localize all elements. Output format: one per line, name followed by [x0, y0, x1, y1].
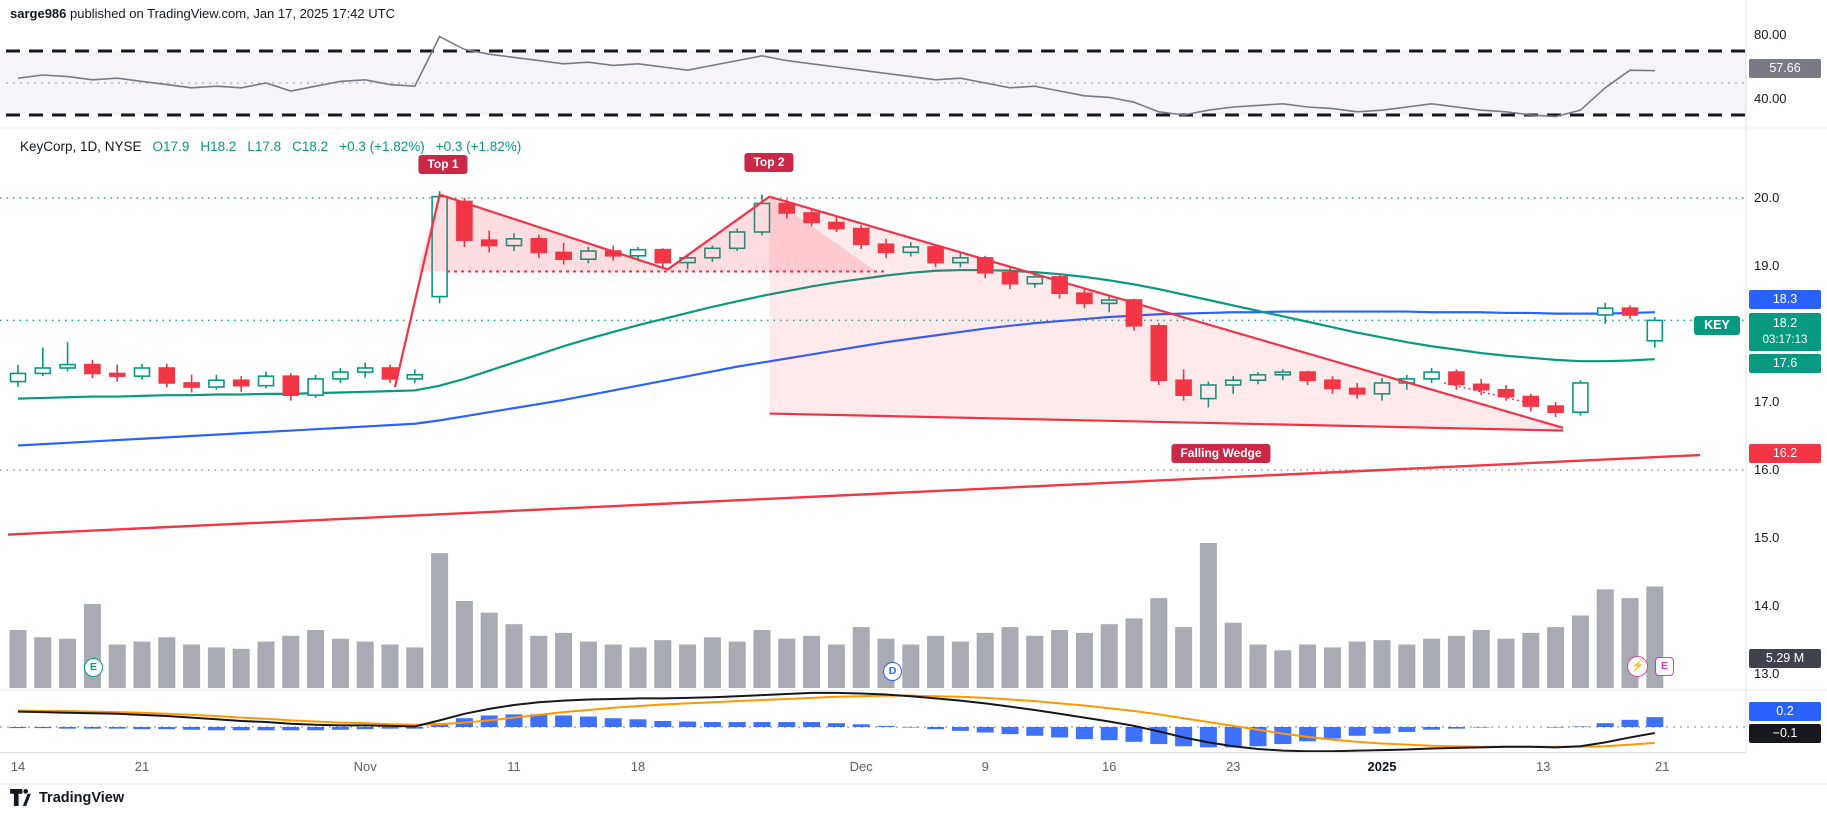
red-ma-value-badge: 16.2	[1749, 444, 1821, 463]
legend-change-extended: +0.3 (+1.82%)	[435, 139, 522, 154]
time-axis-label: 21	[1655, 759, 1670, 774]
top2-drawing-label[interactable]: Top 2	[744, 153, 794, 172]
rsi-value-badge: 57.66	[1749, 59, 1821, 78]
price-label-19: 19.0	[1754, 258, 1780, 273]
time-axis-label: 9	[981, 759, 989, 774]
symbol-price-tag: KEY	[1694, 316, 1740, 335]
price-label-20: 20.0	[1754, 190, 1780, 205]
symbol-legend: KeyCorp, 1D, NYSE O17.9 H18.2 L17.8 C18.…	[20, 139, 521, 154]
time-axis-label: Nov	[353, 759, 377, 774]
legend-low: L17.8	[247, 139, 282, 154]
time-axis-label: 14	[10, 759, 26, 774]
time-axis-label: 21	[134, 759, 150, 774]
green-ma-value-badge: 17.6	[1749, 354, 1821, 373]
price-label-13: 13.0	[1754, 666, 1780, 681]
author-username: sarge986	[10, 6, 67, 21]
dividend-marker-icon[interactable]: D	[883, 662, 902, 681]
legend-change: +0.3 (+1.82%)	[339, 139, 425, 154]
macd-line-badge: −0.1	[1749, 724, 1821, 743]
last-price-value: 18.2	[1772, 316, 1798, 330]
legend-open: O17.9	[152, 139, 190, 154]
upcoming-earnings-icon[interactable]: E	[1655, 657, 1674, 676]
price-label-16: 16.0	[1754, 462, 1780, 477]
symbol-title[interactable]: KeyCorp, 1D, NYSE	[20, 139, 142, 154]
macd-histogram-badge: 0.2	[1749, 702, 1821, 721]
tradingview-logo-icon	[10, 789, 31, 806]
earnings-marker-icon[interactable]: E	[84, 658, 103, 677]
time-axis-label: 2025	[1367, 759, 1397, 774]
publish-details: published on TradingView.com, Jan 17, 20…	[66, 6, 395, 21]
time-axis-label: 18	[630, 759, 646, 774]
price-label-17: 17.0	[1754, 394, 1780, 409]
time-axis-label: Dec	[849, 759, 873, 774]
flash-idea-icon[interactable]: ⚡	[1627, 656, 1648, 677]
publish-info: sarge986 published on TradingView.com, J…	[10, 6, 395, 21]
blue-ma-value-badge: 18.3	[1749, 290, 1821, 309]
time-axis-label: 23	[1225, 759, 1241, 774]
footer: TradingView	[10, 789, 124, 806]
price-label-14: 14.0	[1754, 598, 1780, 613]
volume-value-badge: 5.29 M	[1749, 649, 1821, 668]
tradingview-brand-link[interactable]: TradingView	[39, 789, 125, 806]
time-axis-label: 16	[1101, 759, 1117, 774]
top1-drawing-label[interactable]: Top 1	[418, 155, 468, 174]
last-price-badge: 18.2 03:17:13	[1749, 313, 1821, 351]
rsi-lower-level-label: 40.00	[1754, 91, 1787, 106]
falling-wedge-drawing-label[interactable]: Falling Wedge	[1171, 444, 1271, 463]
rsi-upper-level-label: 80.00	[1754, 27, 1787, 42]
time-axis[interactable]: 14 21 Nov 11 18 Dec 9 16 23 2025 13 21	[0, 752, 1746, 783]
time-axis-label: 11	[507, 759, 521, 774]
legend-close: C18.2	[292, 139, 329, 154]
time-axis-label: 13	[1535, 759, 1551, 774]
legend-high: H18.2	[200, 139, 237, 154]
price-label-15: 15.0	[1754, 530, 1780, 545]
bar-countdown: 03:17:13	[1762, 334, 1808, 346]
